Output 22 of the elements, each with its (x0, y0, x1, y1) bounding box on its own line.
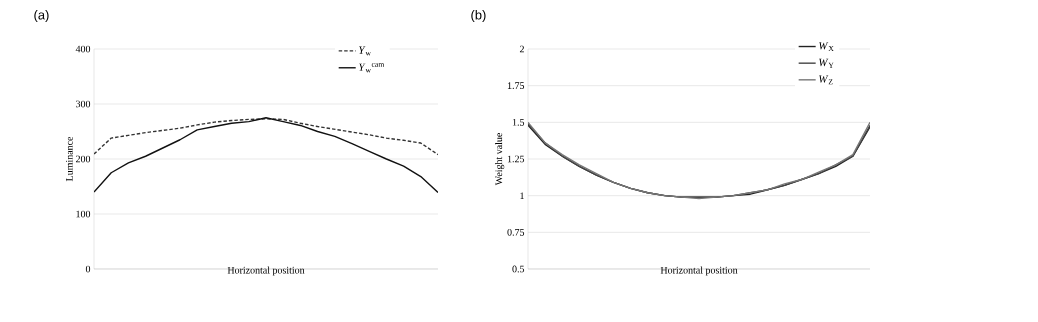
y-axis-title: Weight value (495, 133, 505, 186)
y-tick-label: 400 (75, 45, 91, 53)
y-tick-label: 1.5 (512, 118, 525, 126)
y-tick-label: 100 (76, 210, 91, 218)
chart-title: (b) (471, 9, 486, 23)
y-tick-label: 2 (519, 45, 524, 53)
y-tick-label: 200 (75, 155, 91, 163)
chart-title: (a) (34, 9, 49, 23)
y-tick-label: 0.75 (507, 228, 525, 236)
x-axis-title: Horizontal position (227, 266, 305, 276)
legend-label: Y$_{w}$ (359, 46, 371, 56)
legend-label: W$_{Y}$ (819, 58, 834, 68)
y-tick-label: 0 (85, 265, 91, 273)
y-tick-label: 1.75 (507, 82, 525, 90)
legend-label: W$_{X}$ (819, 42, 834, 51)
y-tick-label: 1 (520, 192, 524, 199)
y-tick-label: 1.25 (507, 155, 525, 163)
y-axis-title: Luminance (66, 136, 73, 182)
legend-label: W$_{Z}$ (819, 75, 833, 85)
x-axis-title: Horizontal position (660, 266, 738, 276)
y-tick-label: 0.5 (512, 265, 525, 273)
y-tick-label: 300 (76, 100, 91, 108)
